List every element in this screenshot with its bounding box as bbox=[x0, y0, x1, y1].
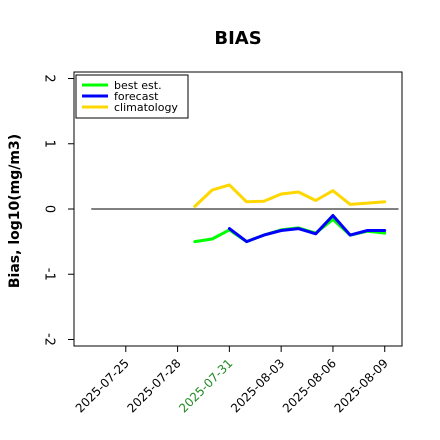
x-tick-label: 2025-08-03 bbox=[228, 356, 287, 415]
series-line-climatology bbox=[193, 183, 387, 208]
x-tick-label: 2025-08-09 bbox=[332, 356, 391, 415]
y-tick-label: 1 bbox=[42, 140, 57, 148]
y-axis-label: Bias, log10(mg/m3) bbox=[7, 134, 23, 288]
y-tick-label: 2 bbox=[42, 74, 57, 82]
y-tick-label: -1 bbox=[42, 268, 57, 281]
y-tick-label: -2 bbox=[42, 333, 57, 346]
x-tick-label: 2025-08-06 bbox=[280, 356, 339, 415]
chart-title: BIAS bbox=[214, 28, 261, 49]
y-tick-label: 0 bbox=[42, 205, 57, 213]
x-tick-label: 2025-07-31 bbox=[176, 356, 235, 415]
legend-label-forecast: forecast bbox=[114, 90, 159, 103]
x-tick-label: 2025-07-28 bbox=[124, 356, 183, 415]
legend-label-best-est: best est. bbox=[114, 79, 162, 92]
x-tick-label: 2025-07-25 bbox=[73, 356, 132, 415]
legend-label-climatology: climatology bbox=[114, 101, 178, 114]
series-line-forecast bbox=[227, 214, 387, 244]
